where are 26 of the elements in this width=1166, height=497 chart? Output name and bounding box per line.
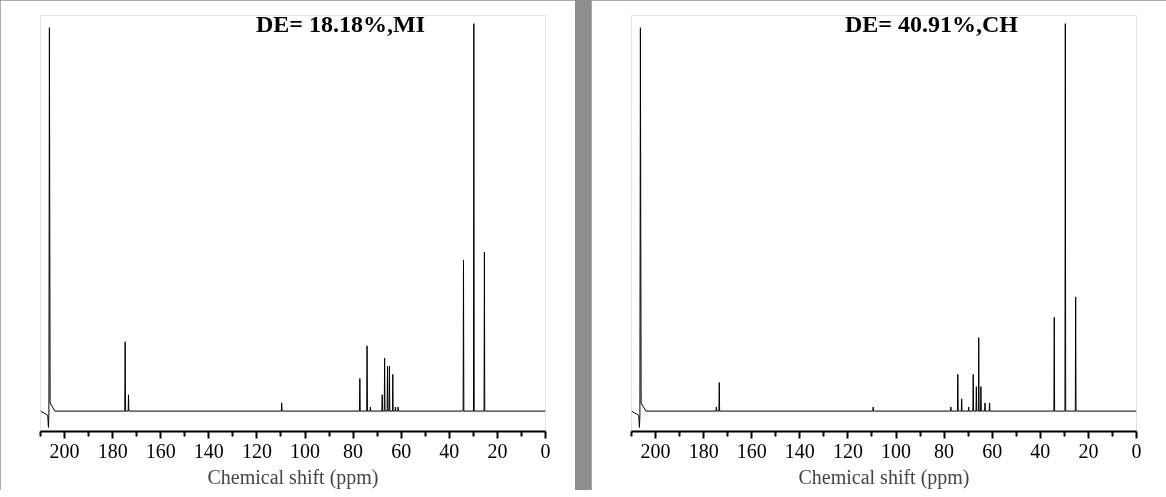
x-tick-label: 160	[145, 439, 176, 462]
x-tick-label: 100	[290, 439, 321, 462]
x-tick-label: 200	[49, 439, 80, 462]
x-tick-label: 140	[784, 439, 815, 462]
x-axis-title: Chemical shift (ppm)	[798, 465, 970, 489]
x-tick-label: 120	[241, 439, 272, 462]
chart-title: DE= 18.18%,MI	[256, 10, 426, 37]
x-tick-label: 80	[934, 439, 955, 462]
x-tick-label: 40	[1030, 439, 1051, 462]
x-tick-label: 140	[193, 439, 224, 462]
x-axis-title: Chemical shift (ppm)	[207, 465, 379, 489]
x-tick-label: 20	[487, 439, 508, 462]
x-tick-label: 60	[982, 439, 1003, 462]
x-tick-label: 60	[391, 439, 412, 462]
x-tick-label: 180	[97, 439, 128, 462]
x-tick-label: 0	[1131, 439, 1142, 462]
x-tick-label: 180	[688, 439, 719, 462]
x-tick-label: 120	[832, 439, 863, 462]
x-tick-label: 200	[640, 439, 671, 462]
chart-title: DE= 40.91%,CH	[844, 10, 1019, 37]
x-tick-label: 0	[540, 439, 551, 462]
x-tick-label: 40	[439, 439, 460, 462]
x-tick-label: 160	[736, 439, 767, 462]
x-tick-label: 100	[881, 439, 912, 462]
x-tick-label: 80	[343, 439, 364, 462]
x-tick-label: 20	[1078, 439, 1099, 462]
